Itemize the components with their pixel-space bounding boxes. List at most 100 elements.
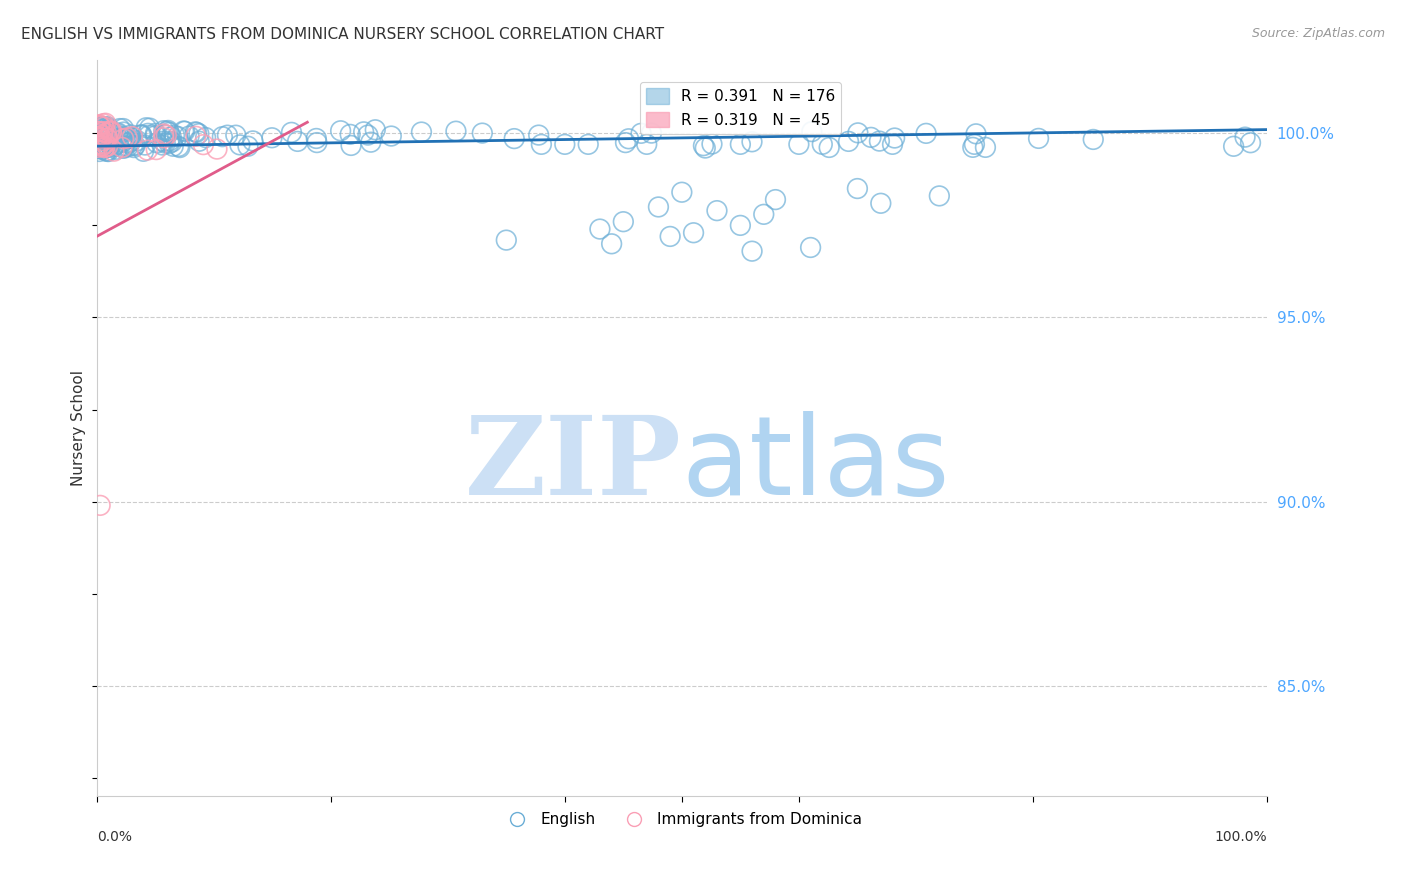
Point <box>186 125 208 139</box>
Text: Source: ZipAtlas.com: Source: ZipAtlas.com <box>1251 27 1385 40</box>
Point <box>152 138 174 153</box>
Point <box>111 135 134 149</box>
Point <box>205 142 228 156</box>
Point <box>173 124 195 138</box>
Point <box>730 219 752 233</box>
Point <box>138 128 160 143</box>
Point <box>96 131 118 145</box>
Point <box>1239 136 1261 150</box>
Point <box>495 233 517 247</box>
Point <box>89 119 111 133</box>
Point <box>100 125 122 139</box>
Point <box>103 139 125 153</box>
Point <box>87 120 110 135</box>
Point <box>155 128 177 143</box>
Point <box>600 236 623 251</box>
Text: ENGLISH VS IMMIGRANTS FROM DOMINICA NURSERY SCHOOL CORRELATION CHART: ENGLISH VS IMMIGRANTS FROM DOMINICA NURS… <box>21 27 664 42</box>
Point <box>97 139 120 153</box>
Point <box>96 144 118 158</box>
Point <box>120 130 142 145</box>
Point <box>97 136 120 150</box>
Point <box>411 125 433 139</box>
Point <box>136 143 159 157</box>
Point <box>89 138 111 153</box>
Point <box>96 123 118 137</box>
Point <box>166 129 188 144</box>
Point <box>160 129 183 144</box>
Point <box>112 121 135 136</box>
Text: 100.0%: 100.0% <box>1215 830 1267 844</box>
Point <box>94 140 117 154</box>
Point <box>96 126 118 140</box>
Point <box>87 126 110 140</box>
Point <box>93 136 115 151</box>
Point <box>305 136 328 150</box>
Point <box>108 121 131 136</box>
Point <box>915 127 938 141</box>
Point <box>225 128 247 143</box>
Point <box>163 128 186 143</box>
Point <box>869 196 891 211</box>
Point <box>98 131 121 145</box>
Point <box>305 131 328 145</box>
Point <box>93 120 115 134</box>
Point <box>260 130 283 145</box>
Point <box>91 131 114 145</box>
Point <box>859 130 882 145</box>
Point <box>503 131 526 145</box>
Point <box>105 128 128 142</box>
Point <box>287 135 309 149</box>
Point <box>90 127 112 141</box>
Point <box>87 129 110 144</box>
Text: ZIP: ZIP <box>465 411 682 518</box>
Point <box>157 136 180 151</box>
Point <box>217 128 239 143</box>
Point <box>87 138 110 153</box>
Point <box>155 128 177 142</box>
Point <box>129 128 152 143</box>
Point <box>90 131 112 145</box>
Y-axis label: Nursery School: Nursery School <box>72 370 86 486</box>
Point <box>846 181 869 195</box>
Point <box>91 142 114 156</box>
Point <box>173 124 195 138</box>
Point <box>103 144 125 158</box>
Point <box>184 125 207 139</box>
Point <box>640 126 662 140</box>
Point <box>89 123 111 137</box>
Point <box>105 142 128 156</box>
Point <box>695 141 717 155</box>
Point <box>444 124 467 138</box>
Point <box>671 186 693 200</box>
Point <box>96 145 118 159</box>
Point <box>97 120 120 134</box>
Point <box>157 134 180 148</box>
Point <box>131 128 153 142</box>
Point <box>91 142 114 156</box>
Point <box>93 129 115 144</box>
Point <box>169 140 191 154</box>
Point <box>741 244 763 259</box>
Point <box>103 140 125 154</box>
Point <box>617 132 640 146</box>
Point <box>107 126 129 140</box>
Point <box>97 121 120 136</box>
Point <box>1234 130 1257 145</box>
Point <box>89 120 111 134</box>
Point <box>974 140 997 154</box>
Text: 0.0%: 0.0% <box>97 830 132 844</box>
Point <box>97 140 120 154</box>
Point <box>527 128 550 142</box>
Point <box>818 140 841 154</box>
Point <box>94 116 117 130</box>
Point <box>117 132 139 146</box>
Point <box>87 124 110 138</box>
Point <box>630 126 652 140</box>
Point <box>89 118 111 132</box>
Point <box>155 136 177 150</box>
Point <box>194 130 217 145</box>
Point <box>112 141 135 155</box>
Point <box>188 134 211 148</box>
Point <box>353 125 375 139</box>
Point <box>112 125 135 139</box>
